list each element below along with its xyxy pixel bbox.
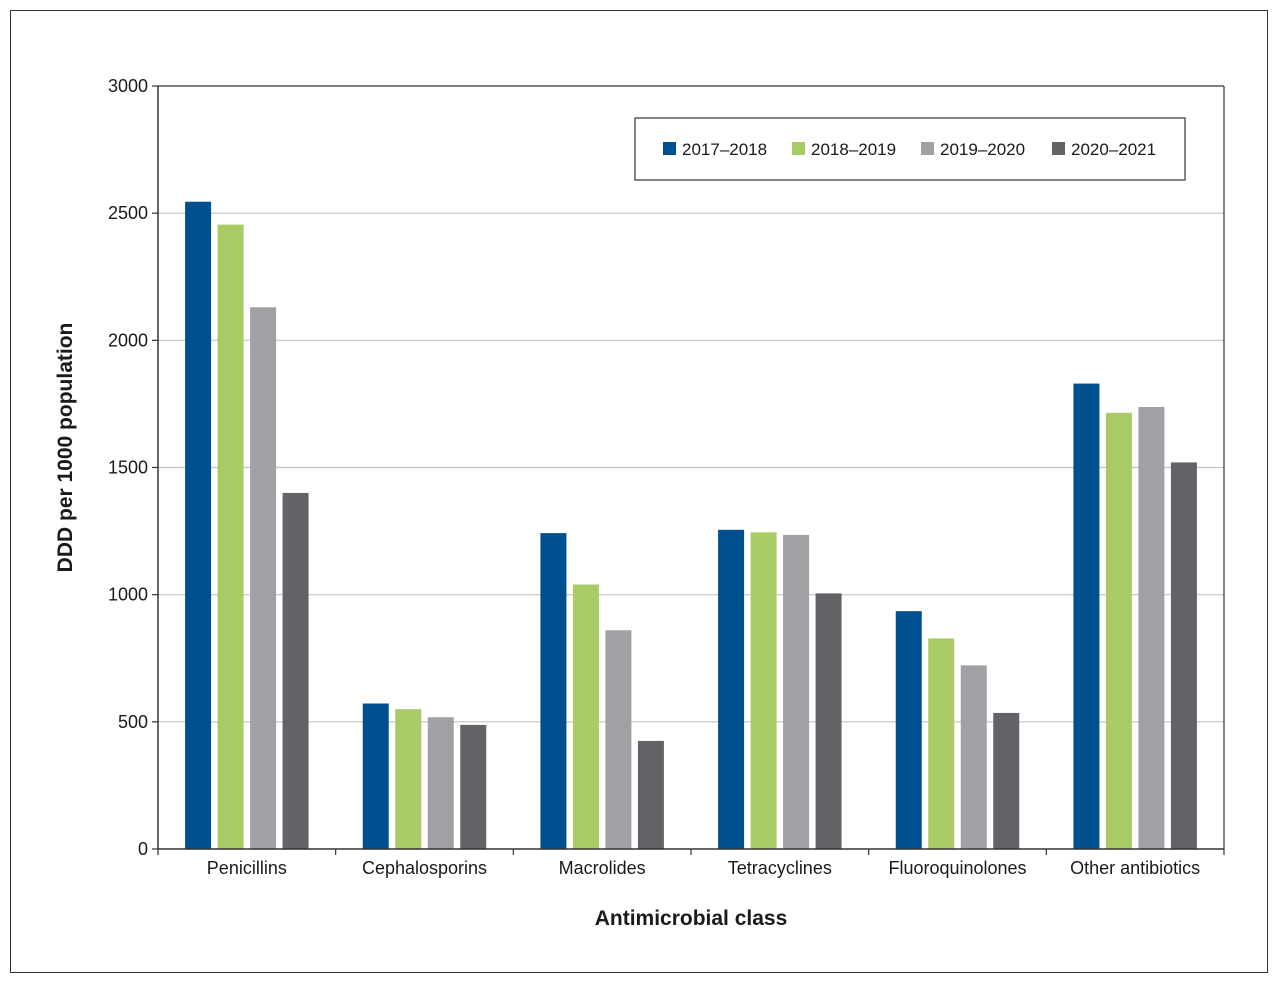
y-tick-label: 2500 xyxy=(108,203,148,223)
bar-2019–2020-Macrolides xyxy=(605,630,632,849)
legend-label: 2019–2020 xyxy=(940,140,1025,159)
y-tick-labels: 0 500 1000 1500 2000 2500 3000 xyxy=(108,76,148,859)
legend-swatch xyxy=(1052,142,1065,155)
legend-swatch xyxy=(792,142,805,155)
bar-2018–2019-Penicillins xyxy=(217,224,244,849)
bar-2020–2021-Tetracyclines xyxy=(815,593,842,849)
bar-2019–2020-Tetracyclines xyxy=(783,534,810,849)
y-tick-label: 500 xyxy=(118,712,148,732)
legend-label: 2017–2018 xyxy=(682,140,767,159)
y-tick-label: 1000 xyxy=(108,585,148,605)
y-tick-label: 0 xyxy=(138,839,148,859)
y-tick-label: 3000 xyxy=(108,76,148,96)
bar-2019–2020-Fluoroquinolones xyxy=(960,665,987,849)
x-tick-labels: Penicillins Cephalosporins Macrolides Tetra… xyxy=(157,849,1225,878)
chart-frame xyxy=(10,10,1268,973)
bar-2017–2018-Cephalosporins xyxy=(362,703,389,849)
bar-2020–2021-Macrolides xyxy=(637,740,664,849)
bar-2019–2020-Other antibiotics xyxy=(1138,406,1165,849)
x-tick-label: Other antibiotics xyxy=(1070,858,1200,878)
x-tick-label: Fluoroquinolones xyxy=(888,858,1026,878)
x-axis-title: Antimicrobial class xyxy=(595,907,788,930)
bar-2018–2019-Tetracyclines xyxy=(750,532,777,849)
x-tick-label: Tetracyclines xyxy=(728,858,832,878)
bar-2019–2020-Penicillins xyxy=(250,307,277,849)
bar-2018–2019-Fluoroquinolones xyxy=(928,638,955,849)
x-tick-label: Cephalosporins xyxy=(362,858,487,878)
y-tick-label: 1500 xyxy=(108,458,148,478)
bar-2017–2018-Other antibiotics xyxy=(1073,383,1100,849)
y-tick-label: 2000 xyxy=(108,330,148,350)
x-tick-label: Penicillins xyxy=(207,858,287,878)
legend-swatch xyxy=(663,142,676,155)
legend-label: 2018–2019 xyxy=(811,140,896,159)
bar-2020–2021-Penicillins xyxy=(282,492,309,849)
legend-box xyxy=(634,117,1186,181)
bar-2020–2021-Cephalosporins xyxy=(460,724,487,849)
legend: 2017–2018 2018–2019 2019–2020 2020–2021 xyxy=(634,117,1186,181)
bar-2018–2019-Macrolides xyxy=(572,584,599,849)
bar-2017–2018-Penicillins xyxy=(185,201,212,849)
bar-2018–2019-Cephalosporins xyxy=(395,709,422,849)
gridlines xyxy=(152,85,1224,850)
bar-2020–2021-Fluoroquinolones xyxy=(993,712,1020,849)
bar-2017–2018-Tetracyclines xyxy=(718,529,745,849)
bar-2017–2018-Macrolides xyxy=(540,533,567,849)
bar-2017–2018-Fluoroquinolones xyxy=(895,611,922,849)
legend-label: 2020–2021 xyxy=(1071,140,1156,159)
bar-2020–2021-Other antibiotics xyxy=(1170,462,1197,849)
bars xyxy=(185,201,1197,849)
bar-2018–2019-Other antibiotics xyxy=(1105,412,1132,849)
y-axis-title: DDD per 1000 population xyxy=(54,323,77,573)
legend-swatch xyxy=(921,142,934,155)
x-tick-label: Macrolides xyxy=(559,858,646,878)
bar-2019–2020-Cephalosporins xyxy=(427,717,454,849)
